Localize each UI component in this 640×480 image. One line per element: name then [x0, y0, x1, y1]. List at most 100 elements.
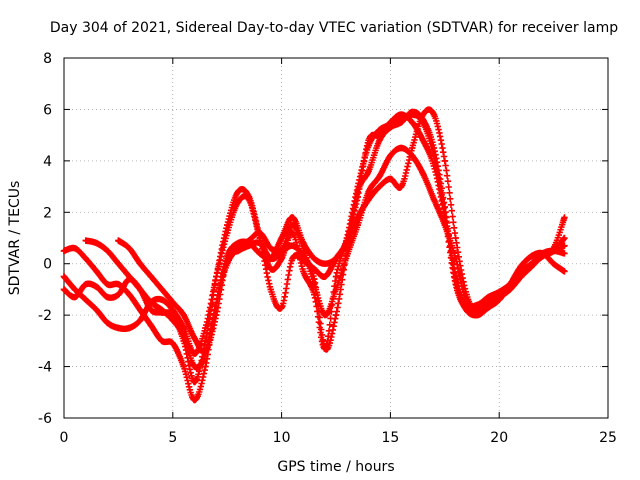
- data-point: [496, 288, 503, 296]
- data-point: [213, 273, 220, 280]
- data-point: [104, 319, 111, 327]
- data-point: [419, 111, 427, 118]
- data-point: [561, 214, 568, 221]
- data-point: [365, 142, 372, 149]
- data-point: [245, 196, 253, 203]
- data-point: [224, 255, 231, 262]
- data-point: [82, 296, 89, 303]
- data-point: [343, 252, 351, 260]
- y-axis: -6 -4 -2 0 2 4 6 8: [38, 51, 608, 427]
- data-point: [300, 268, 307, 275]
- data-point: [126, 324, 133, 332]
- data-point: [137, 306, 144, 314]
- data-point: [234, 247, 242, 255]
- y-tick-label: 2: [43, 205, 52, 221]
- data-point: [71, 245, 79, 252]
- data-point: [409, 144, 416, 152]
- data-point: [82, 237, 89, 244]
- x-axis: 0 5 10 15 20 25: [60, 58, 617, 446]
- data-point: [191, 396, 198, 404]
- data-point: [158, 286, 166, 293]
- data-point: [169, 306, 176, 314]
- x-tick-label: 25: [599, 430, 617, 446]
- x-tick-label: 20: [490, 430, 508, 446]
- data-point: [158, 306, 166, 314]
- data-point: [158, 337, 166, 345]
- x-tick-label: 10: [273, 430, 291, 446]
- data-point: [387, 152, 394, 159]
- data-point: [398, 183, 405, 190]
- data-point: [376, 137, 383, 144]
- data-point: [550, 245, 557, 252]
- data-point: [82, 281, 89, 288]
- data-point: [267, 265, 274, 273]
- data-point: [126, 291, 133, 298]
- data-point: [463, 299, 470, 306]
- y-tick-label: -6: [38, 411, 52, 427]
- data-point: [430, 144, 438, 152]
- data-point: [321, 260, 329, 267]
- data-point: [60, 273, 68, 280]
- data-point: [169, 340, 176, 347]
- data-point: [191, 335, 198, 342]
- data-point: [60, 247, 68, 255]
- data-point: [561, 268, 568, 275]
- data-point: [234, 188, 242, 195]
- data-point: [71, 286, 79, 293]
- data-point: [517, 268, 525, 275]
- chart-title: Day 304 of 2021, Sidereal Day-to-day VTE…: [50, 20, 618, 36]
- plot-frame: [63, 57, 609, 419]
- data-point: [311, 281, 318, 288]
- data-point: [332, 286, 340, 293]
- data-point: [300, 245, 307, 252]
- data-point: [354, 188, 361, 195]
- data-point: [398, 144, 405, 152]
- data-point: [191, 378, 198, 386]
- data-point: [321, 311, 329, 319]
- data-point: [332, 255, 340, 262]
- series-track-2: [60, 111, 568, 357]
- y-tick-label: 4: [43, 154, 52, 170]
- data-point: [234, 239, 242, 247]
- data-point: [234, 198, 242, 206]
- data-point: [267, 286, 274, 293]
- data-point: [93, 268, 100, 275]
- data-point: [485, 293, 492, 301]
- data-point: [224, 229, 231, 237]
- data-point: [441, 221, 448, 229]
- data-point: [398, 119, 405, 126]
- data-point: [506, 281, 514, 288]
- data-point: [474, 309, 481, 316]
- data-point: [137, 286, 144, 293]
- data-point: [202, 324, 209, 332]
- data-point: [430, 196, 438, 203]
- y-axis-label: SDTVAR / TECUs: [7, 181, 23, 296]
- data-point: [419, 170, 427, 177]
- data-point: [474, 301, 481, 309]
- data-point: [256, 250, 263, 257]
- data-point: [354, 221, 361, 229]
- data-point: [289, 214, 296, 221]
- data-point: [561, 242, 568, 249]
- data-point: [289, 221, 296, 229]
- data-point: [202, 363, 209, 370]
- data-point: [452, 234, 459, 242]
- data-point: [365, 188, 372, 195]
- data-point: [191, 350, 198, 357]
- data-point: [126, 245, 133, 252]
- data-point: [528, 252, 535, 260]
- x-tick-label: 15: [381, 430, 399, 446]
- data-point: [60, 286, 68, 293]
- grid: [64, 58, 608, 418]
- y-tick-label: -2: [38, 308, 52, 324]
- data-point: [147, 322, 155, 329]
- data-point: [82, 255, 89, 262]
- data-point: [137, 260, 144, 267]
- data-point: [104, 293, 111, 301]
- data-point: [278, 304, 285, 311]
- data-point: [267, 245, 274, 252]
- data-point: [126, 273, 133, 280]
- y-tick-label: 6: [43, 102, 52, 118]
- data-point: [441, 203, 448, 211]
